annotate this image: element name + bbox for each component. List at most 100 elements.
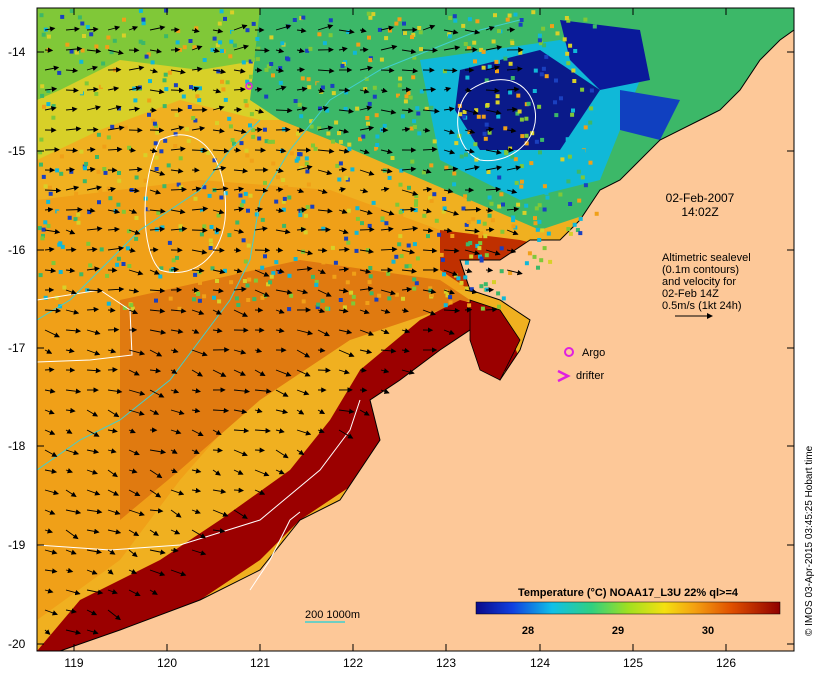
- velocity-arrow: [464, 228, 480, 234]
- velocity-arrow: [338, 229, 349, 235]
- sst-pixel: [519, 184, 524, 189]
- sst-pixel: [429, 198, 434, 203]
- sst-pixel: [450, 234, 455, 238]
- velocity-arrow: [212, 488, 227, 495]
- sst-pixel: [130, 306, 135, 311]
- sst-pixel: [228, 124, 233, 129]
- velocity-arrow: [149, 287, 166, 294]
- velocity-arrow: [86, 409, 99, 417]
- velocity-arrow: [254, 108, 265, 114]
- lat-tick-label: -18: [8, 439, 26, 453]
- sst-pixel: [511, 224, 516, 229]
- velocity-arrow: [44, 65, 60, 71]
- velocity-arrow: [149, 147, 158, 154]
- velocity-arrow: [254, 269, 270, 277]
- sst-pixel: [434, 218, 439, 223]
- velocity-arrow: [86, 609, 98, 616]
- sst-pixel: [162, 184, 167, 189]
- sst-pixel: [499, 192, 504, 197]
- sst-pixel: [503, 56, 508, 61]
- velocity-arrow: [128, 468, 138, 474]
- velocity-arrow: [275, 308, 285, 314]
- sst-pixel: [195, 94, 200, 99]
- sst-pixel: [144, 54, 149, 59]
- velocity-arrow: [422, 146, 438, 153]
- velocity-arrow: [86, 86, 99, 93]
- sst-pixel: [109, 50, 114, 55]
- sst-pixel: [105, 45, 110, 50]
- sst-pixel: [117, 171, 121, 175]
- velocity-arrow: [65, 388, 82, 394]
- sst-pixel: [473, 59, 477, 64]
- sst-pixel: [368, 274, 373, 279]
- sst-pixel: [251, 57, 256, 62]
- sst-pixel: [524, 203, 529, 208]
- sst-pixel: [519, 203, 524, 208]
- sst-pixel: [519, 164, 524, 169]
- velocity-arrow: [44, 26, 56, 32]
- velocity-arrow: [107, 226, 120, 233]
- sst-pixel: [110, 124, 115, 129]
- velocity-arrow: [233, 427, 250, 434]
- velocity-arrow: [86, 65, 98, 71]
- sst-pixel: [242, 279, 247, 283]
- velocity-arrow: [464, 288, 478, 295]
- sst-pixel: [316, 302, 321, 307]
- velocity-arrow: [107, 509, 121, 515]
- velocity-arrow: [149, 508, 164, 514]
- velocity-arrow: [170, 125, 185, 131]
- velocity-arrow: [149, 409, 160, 415]
- sst-pixel: [304, 161, 309, 166]
- sst-pixel: [147, 98, 152, 103]
- velocity-arrow: [275, 469, 285, 475]
- velocity-arrow: [338, 308, 349, 314]
- sst-pixel: [176, 182, 181, 187]
- sst-pixel: [285, 87, 290, 92]
- sst-pixel: [514, 180, 519, 185]
- sst-pixel: [305, 48, 310, 53]
- sst-pixel: [241, 238, 246, 243]
- sst-pixel: [419, 47, 423, 52]
- sst-pixel: [218, 40, 223, 45]
- velocity-arrow: [254, 489, 266, 495]
- sst-pixel: [439, 252, 444, 257]
- velocity-arrow: [485, 45, 503, 51]
- sst-pixel: [473, 142, 478, 147]
- velocity-arrow: [191, 449, 200, 454]
- sst-pixel: [394, 254, 399, 259]
- velocity-arrow: [296, 329, 314, 336]
- velocity-arrow: [338, 148, 350, 154]
- sst-pixel: [411, 32, 416, 37]
- velocity-arrow: [107, 125, 125, 131]
- sst-pixel: [309, 102, 314, 107]
- sst-pixel: [428, 288, 433, 293]
- sst-pixel: [531, 10, 536, 15]
- sst-pixel: [554, 78, 558, 83]
- sst-pixel: [332, 274, 337, 279]
- land-mass: [59, 8, 794, 651]
- velocity-arrow: [212, 509, 229, 517]
- velocity-arrow: [65, 67, 79, 74]
- velocity-arrow: [233, 349, 247, 355]
- sst-pixel: [445, 293, 450, 298]
- sst-pixel: [311, 143, 315, 148]
- velocity-arrow: [44, 307, 62, 314]
- sst-pixel: [520, 134, 525, 139]
- sst-pixel: [440, 257, 445, 262]
- sst-pixel: [88, 115, 93, 120]
- velocity-arrow: [86, 528, 100, 535]
- velocity-arrow: [464, 87, 472, 93]
- sst-pixel: [398, 210, 403, 215]
- sst-pixel: [485, 103, 490, 107]
- sst-pixel: [437, 10, 442, 15]
- velocity-arrow: [233, 24, 248, 31]
- sst-pixel: [577, 198, 582, 203]
- sst-pixel: [564, 16, 569, 20]
- velocity-arrow: [128, 449, 140, 456]
- sst-pixel: [298, 213, 303, 218]
- velocity-arrow: [380, 67, 395, 74]
- velocity-arrow: [233, 186, 245, 192]
- velocity-arrow: [212, 268, 226, 275]
- sst-pixel: [479, 47, 484, 52]
- sst-pixel: [264, 94, 269, 99]
